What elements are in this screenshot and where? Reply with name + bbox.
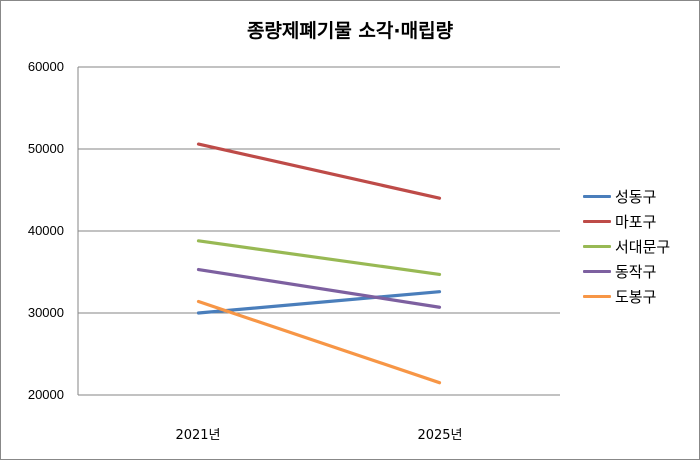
chart-title: 종량제폐기물 소각·매립량 — [246, 20, 454, 42]
legend-swatch — [583, 270, 611, 273]
legend-label: 서대문구 — [615, 238, 671, 256]
y-tick-30000: 30000 — [27, 305, 64, 320]
series-line-1 — [196, 142, 442, 200]
legend-item: 동작구 — [583, 259, 670, 284]
series-lines — [196, 142, 442, 385]
series-line-0 — [196, 290, 442, 315]
y-tick-60000: 60000 — [27, 59, 64, 74]
legend-label: 성동구 — [615, 188, 657, 206]
series-line-4 — [196, 299, 442, 385]
y-tick-50000: 50000 — [27, 141, 64, 156]
legend-swatch — [583, 220, 611, 223]
legend-swatch — [583, 295, 611, 298]
y-tick-40000: 40000 — [27, 223, 64, 238]
gridlines — [77, 66, 560, 396]
series-line-3 — [196, 267, 442, 309]
legend-item: 성동구 — [583, 184, 670, 209]
legend-label: 마포구 — [615, 213, 657, 231]
legend-item: 마포구 — [583, 209, 670, 234]
x-tick-2021: 2021년 — [175, 428, 221, 443]
legend-label: 도봉구 — [615, 288, 657, 306]
y-tick-20000: 20000 — [27, 387, 64, 402]
legend-swatch — [583, 245, 611, 248]
series-line-2 — [196, 239, 442, 277]
legend-swatch — [583, 195, 611, 198]
legend-label: 동작구 — [615, 263, 657, 281]
x-tick-2025: 2025년 — [417, 428, 463, 443]
legend-item: 서대문구 — [583, 234, 670, 259]
legend-item: 도봉구 — [583, 284, 670, 309]
